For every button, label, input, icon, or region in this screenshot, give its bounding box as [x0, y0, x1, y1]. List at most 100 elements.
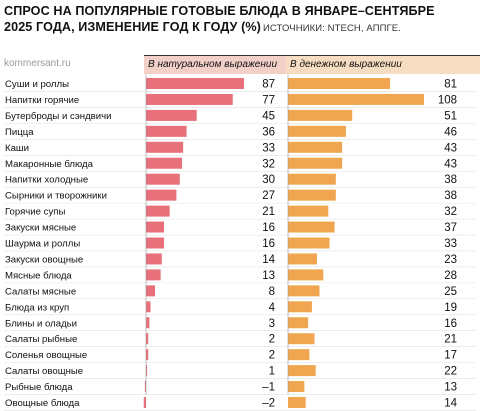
bar-natural — [146, 349, 149, 361]
value-label-money: 32 — [444, 206, 457, 218]
category-label: Суши и роллы — [5, 79, 69, 90]
category-label: Горячие супы — [5, 207, 65, 218]
value-label-natural: 14 — [262, 254, 275, 266]
value-label-natural: 2 — [269, 350, 275, 362]
bar-money — [288, 78, 390, 89]
value-label-money: 13 — [444, 382, 457, 394]
bar-natural — [146, 269, 161, 281]
series-header-natural: В натуральном выражении — [144, 55, 288, 74]
value-label-money: 14 — [444, 398, 457, 410]
value-label-natural: 32 — [262, 158, 275, 170]
brand-watermark: kommersant.ru — [4, 58, 71, 69]
value-label-natural: 21 — [262, 206, 275, 218]
category-label: Овощные блюда — [5, 398, 80, 409]
value-label-money: 51 — [444, 110, 457, 122]
category-label: Макаронные блюда — [5, 159, 94, 170]
bar-natural — [146, 125, 187, 137]
bar-natural — [146, 189, 177, 201]
value-label-money: 16 — [444, 318, 457, 330]
category-label: Каши — [5, 143, 29, 154]
bar-money — [288, 269, 324, 281]
bar-money — [288, 221, 335, 233]
chart-title: СПРОС НА ПОПУЛЯРНЫЕ ГОТОВЫЕ БЛЮДА В ЯНВА… — [4, 3, 476, 37]
value-label-natural: 45 — [262, 110, 275, 122]
bar-money — [288, 125, 346, 137]
value-label-natural: –2 — [262, 398, 275, 410]
value-label-natural: 13 — [262, 270, 275, 282]
value-label-natural: 27 — [262, 190, 275, 202]
category-label: Напитки горячие — [5, 95, 79, 106]
category-label: Салаты мясные — [5, 286, 76, 297]
category-label: Соленья овощные — [5, 350, 87, 361]
bar-money — [288, 141, 343, 153]
category-label: Блины и оладьи — [5, 318, 77, 329]
category-label: Закуски овощные — [5, 254, 83, 265]
bar-natural — [146, 78, 244, 89]
value-label-money: 23 — [444, 254, 457, 266]
bar-natural — [146, 301, 151, 313]
series-header-money: В денежном выражении — [286, 55, 480, 74]
bar-natural — [146, 173, 180, 185]
value-label-natural: 77 — [262, 94, 275, 106]
value-label-natural: –1 — [262, 382, 275, 394]
bar-money — [288, 397, 306, 408]
bar-money — [288, 173, 336, 185]
category-label: Рыбные блюда — [5, 382, 73, 393]
bar-natural — [146, 365, 148, 377]
value-label-natural: 16 — [262, 238, 275, 250]
bar-natural — [143, 397, 146, 408]
category-label: Бутерброды и сэндвичи — [5, 111, 112, 122]
category-label: Салаты овощные — [5, 366, 83, 377]
bar-money — [288, 301, 312, 313]
value-label-money: 19 — [444, 302, 457, 314]
value-label-money: 43 — [444, 142, 457, 154]
title-line-1: СПРОС НА ПОПУЛЯРНЫЕ ГОТОВЫЕ БЛЮДА В ЯНВА… — [4, 4, 435, 18]
bar-money — [288, 333, 315, 345]
value-label-money: 28 — [444, 270, 457, 282]
value-label-money: 22 — [444, 366, 457, 378]
value-label-money: 38 — [444, 174, 457, 186]
value-label-money: 38 — [444, 190, 457, 202]
bar-money — [288, 93, 424, 105]
category-label: Салаты рыбные — [5, 334, 77, 345]
value-label-natural: 8 — [269, 286, 275, 298]
title-line-2: 2025 ГОДА, ИЗМЕНЕНИЕ ГОД К ГОДУ (%) ИСТОЧ… — [4, 19, 476, 37]
bar-natural — [146, 237, 165, 249]
value-label-money: 43 — [444, 158, 457, 170]
category-label: Закуски мясные — [5, 223, 76, 234]
value-label-natural: 30 — [262, 174, 275, 186]
value-label-money: 25 — [444, 286, 457, 298]
bar-natural — [146, 205, 170, 217]
bar-natural — [146, 253, 162, 265]
bar-money — [288, 381, 305, 393]
value-label-money: 81 — [444, 79, 457, 91]
value-label-money: 17 — [444, 350, 457, 362]
bar-money — [288, 253, 317, 265]
bar-money — [288, 205, 329, 217]
bar-natural — [146, 221, 165, 233]
source-note: ИСТОЧНИКИ: NTECH, АППГЕ. — [262, 23, 401, 34]
value-label-money: 37 — [444, 222, 457, 234]
bar-natural — [146, 157, 183, 169]
category-label: Блюда из круп — [5, 302, 69, 313]
category-label: Мясные блюда — [5, 270, 72, 281]
bar-money — [288, 109, 353, 121]
value-label-natural: 2 — [269, 334, 275, 346]
value-label-natural: 36 — [262, 126, 275, 138]
bar-money — [288, 237, 330, 249]
value-label-natural: 33 — [262, 142, 275, 154]
category-label: Пицца — [5, 127, 34, 138]
value-label-natural: 4 — [269, 302, 276, 314]
bar-money — [288, 365, 316, 377]
value-label-money: 33 — [444, 238, 457, 250]
bar-money — [288, 349, 310, 361]
bar-natural — [146, 93, 233, 105]
value-label-money: 21 — [444, 334, 457, 346]
bar-natural — [146, 141, 184, 153]
category-label: Шаурма и роллы — [5, 239, 80, 250]
bar-natural — [144, 381, 146, 393]
value-label-natural: 16 — [262, 222, 275, 234]
bar-money — [288, 317, 309, 329]
value-label-natural: 1 — [269, 366, 275, 378]
